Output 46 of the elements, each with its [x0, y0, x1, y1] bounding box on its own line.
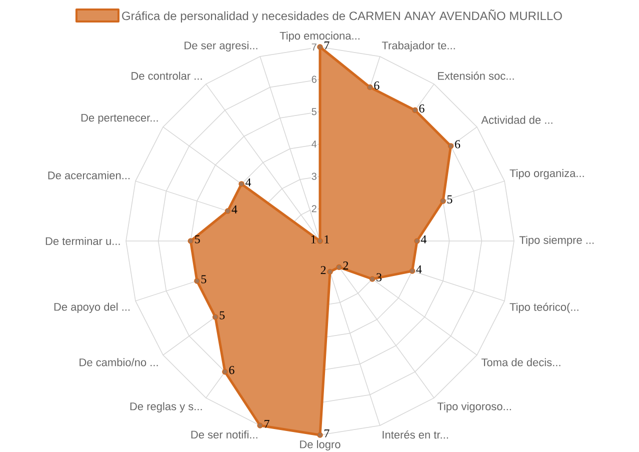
data-label: 4 — [245, 178, 252, 186]
data-label: 7 — [324, 41, 330, 50]
data-label: 5 — [195, 235, 200, 244]
data-label: 5 — [447, 195, 452, 204]
y-tick-label: 2 — [312, 205, 316, 212]
spoke-label: Tipo vigoroso... — [437, 402, 511, 412]
spoke-label: De controlar ... — [132, 72, 202, 80]
data-label: 7 — [264, 420, 270, 428]
spoke-label: De pertenecer... — [81, 114, 158, 124]
spoke-label: Tipo organiza... — [510, 169, 584, 180]
spoke-label: De terminar u... — [46, 236, 120, 246]
spoke-label: Trabajador te... — [382, 41, 455, 52]
spoke-label: De ser agresi... — [184, 41, 258, 52]
spoke-label: De apoyo del ... — [54, 302, 130, 313]
spoke-label: Tipo teórico(... — [510, 302, 578, 314]
spoke-label: De logro — [300, 440, 340, 450]
spoke-label: Toma de decis... — [481, 358, 560, 366]
y-tick-label: 4 — [312, 140, 317, 148]
y-tick-label: 5 — [312, 108, 316, 116]
spoke-label: De acercamien... — [48, 171, 130, 180]
y-tick-label: 3 — [312, 172, 316, 180]
spoke-label: Interés en tr... — [382, 430, 448, 439]
spoke-label: Tipo emociona... — [280, 32, 360, 42]
data-label: 4 — [416, 265, 422, 274]
data-label: 2 — [320, 266, 326, 274]
spoke-label: De cambio/no ... — [80, 358, 158, 366]
data-label: 4 — [420, 235, 427, 244]
data-label: 6 — [229, 366, 234, 374]
y-tick-label: 7 — [312, 44, 316, 50]
y-tick-label: 6 — [312, 76, 316, 83]
spoke-label: De ser notifi... — [191, 430, 258, 439]
data-label: 7 — [324, 429, 330, 438]
data-label: 1 — [324, 235, 329, 244]
data-label: 1 — [311, 235, 316, 244]
spoke-label: De reglas y s... — [130, 402, 202, 412]
legend-label: Gráfica de personalidad y necesidades de CARMEN ANAY AVENDAÑO MURILLO — [122, 9, 562, 23]
data-label: 4 — [232, 205, 238, 214]
data-label: 6 — [374, 81, 380, 90]
data-label: 6 — [419, 104, 424, 113]
spoke-label: Actividad de ... — [481, 116, 552, 124]
data-label: 5 — [220, 311, 225, 320]
data-label: 5 — [201, 275, 206, 284]
spoke-label: Extensión soc... — [438, 72, 514, 80]
spoke-label: Tipo siempre ... — [519, 236, 594, 246]
data-label: 6 — [455, 140, 460, 148]
data-label: 2 — [343, 262, 348, 270]
